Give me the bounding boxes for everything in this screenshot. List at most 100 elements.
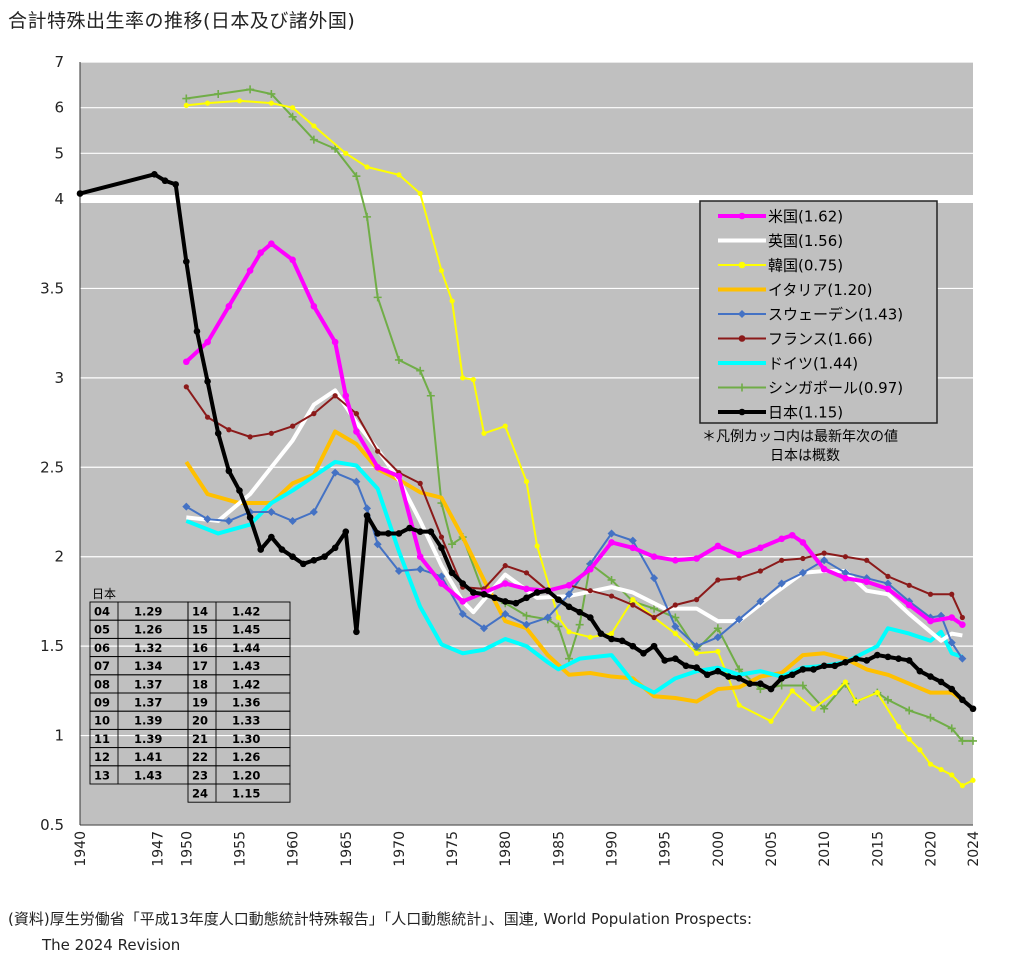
data-point bbox=[777, 681, 786, 690]
data-point bbox=[969, 736, 977, 745]
data-point bbox=[778, 675, 785, 682]
data-point bbox=[841, 568, 850, 577]
table-value: 1.39 bbox=[134, 714, 162, 728]
data-point bbox=[672, 655, 679, 662]
data-point bbox=[757, 544, 764, 552]
data-point bbox=[459, 598, 467, 605]
data-point bbox=[703, 671, 711, 679]
data-point bbox=[661, 657, 669, 664]
x-tick-label: 1995 bbox=[658, 831, 674, 867]
data-point bbox=[883, 695, 892, 704]
data-point bbox=[853, 698, 859, 705]
data-point bbox=[289, 256, 296, 264]
data-point bbox=[650, 642, 658, 650]
data-point bbox=[268, 240, 275, 248]
data-point bbox=[938, 766, 944, 773]
table-value: 1.44 bbox=[232, 641, 260, 655]
data-point bbox=[523, 478, 530, 485]
data-point bbox=[76, 190, 84, 197]
x-tick-label: 2005 bbox=[764, 831, 780, 867]
y-tick-label: 3 bbox=[54, 369, 64, 387]
data-point bbox=[203, 515, 212, 524]
legend-label: 英国(1.56) bbox=[768, 232, 843, 250]
data-point bbox=[182, 94, 191, 103]
data-point bbox=[502, 563, 508, 569]
source-line-2: The 2024 Revision bbox=[42, 936, 181, 954]
series-0 bbox=[183, 240, 966, 628]
data-point bbox=[959, 783, 965, 789]
data-point bbox=[713, 624, 722, 633]
data-point bbox=[883, 579, 892, 588]
legend-label: 米国(1.62) bbox=[768, 208, 843, 226]
data-point bbox=[225, 303, 233, 310]
table-year: 12 bbox=[94, 750, 110, 764]
data-point bbox=[608, 631, 615, 637]
data-point bbox=[842, 554, 849, 560]
data-point bbox=[384, 530, 392, 537]
data-point bbox=[427, 528, 435, 535]
data-point bbox=[299, 560, 307, 568]
data-point bbox=[586, 614, 594, 621]
data-point bbox=[353, 411, 360, 417]
data-point bbox=[267, 89, 276, 98]
legend-marker bbox=[738, 335, 746, 342]
data-point bbox=[650, 574, 659, 583]
y-tick-label: 6 bbox=[54, 99, 64, 117]
data-point bbox=[948, 614, 956, 621]
data-point bbox=[607, 575, 616, 584]
data-point bbox=[352, 172, 361, 181]
data-point bbox=[460, 375, 466, 381]
x-tick-label: 2010 bbox=[817, 831, 833, 867]
data-point bbox=[810, 666, 817, 673]
data-point bbox=[246, 267, 254, 274]
table-value: 1.30 bbox=[232, 732, 260, 746]
data-point bbox=[905, 601, 913, 609]
data-point bbox=[236, 98, 243, 104]
data-point bbox=[353, 628, 360, 636]
data-point bbox=[692, 642, 701, 651]
data-point bbox=[544, 587, 552, 594]
data-point bbox=[416, 528, 424, 535]
data-point bbox=[937, 678, 945, 686]
legend-marker bbox=[738, 310, 746, 318]
data-point bbox=[959, 621, 966, 628]
data-point bbox=[183, 102, 189, 108]
data-point bbox=[375, 448, 381, 454]
table-value: 1.43 bbox=[232, 659, 260, 673]
data-point bbox=[608, 539, 615, 546]
data-point bbox=[798, 568, 807, 577]
data-point bbox=[554, 622, 563, 631]
data-point bbox=[534, 543, 540, 549]
data-point bbox=[949, 772, 955, 778]
data-point bbox=[958, 736, 967, 745]
table-value: 1.42 bbox=[232, 677, 260, 691]
data-point bbox=[800, 555, 806, 562]
data-point bbox=[395, 472, 403, 480]
table-cell-box bbox=[187, 783, 291, 803]
data-point bbox=[715, 577, 721, 583]
data-point bbox=[832, 690, 838, 696]
data-point bbox=[779, 557, 785, 563]
data-point bbox=[629, 642, 637, 650]
chart-title: 合計特殊出生率の推移(日本及び諸外国) bbox=[8, 10, 356, 32]
data-point bbox=[438, 544, 445, 552]
data-point bbox=[396, 172, 402, 178]
data-point bbox=[575, 620, 584, 629]
table-year: 20 bbox=[192, 714, 208, 728]
data-point bbox=[788, 531, 796, 539]
table-year: 24 bbox=[192, 787, 208, 801]
legend-note: 日本は概数 bbox=[770, 448, 840, 464]
data-point bbox=[630, 597, 636, 603]
data-point bbox=[416, 553, 424, 561]
data-point bbox=[374, 463, 381, 471]
data-point bbox=[586, 565, 594, 573]
data-point bbox=[331, 338, 339, 346]
table-year: 06 bbox=[94, 641, 110, 655]
data-point bbox=[799, 666, 807, 673]
data-point bbox=[640, 649, 647, 657]
data-point bbox=[257, 249, 265, 256]
data-point bbox=[810, 706, 817, 712]
y-tick-label: 5 bbox=[54, 144, 64, 162]
data-point bbox=[768, 718, 774, 724]
table-value: 1.26 bbox=[232, 750, 260, 764]
